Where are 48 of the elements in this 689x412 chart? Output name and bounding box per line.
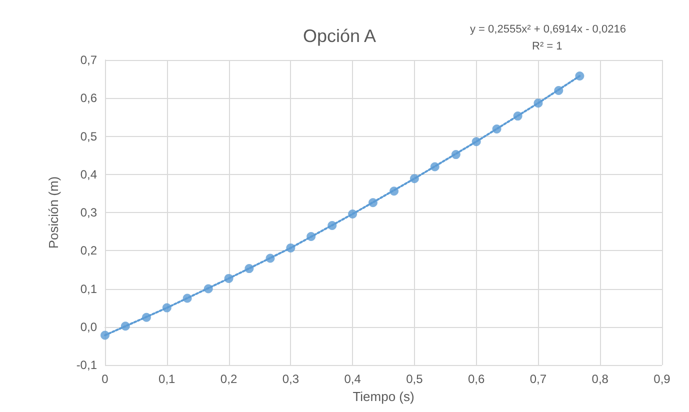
y-tick-label: 0,5 [80,129,98,144]
point [100,330,110,340]
x-tick-label: 0,3 [282,372,300,386]
point [244,264,254,274]
point [348,210,358,219]
x-tick-label: 0,6 [468,372,485,386]
y-tick-label: -0,1 [76,358,98,372]
chart-title: Opción A [303,26,376,46]
point [554,86,564,95]
point [328,220,337,230]
x-tick-label: 0,5 [406,372,424,386]
point [492,124,502,134]
point [451,150,460,160]
y-tick-label: 0,4 [80,167,98,182]
point [534,98,543,108]
y-tick-label: 0,7 [80,53,98,67]
y-axis-title: Posición (m) [46,176,61,249]
point [120,322,130,331]
x-tick-label: 0 [102,372,109,386]
point [162,303,172,312]
y-tick-label: 0,2 [80,244,98,258]
point [513,112,522,121]
point [204,284,213,294]
y-tick-label: 0,6 [80,91,98,106]
y-tick-label: 0,1 [80,282,98,296]
point [368,198,378,208]
point [142,312,151,322]
point [575,72,584,81]
point [266,254,275,263]
x-tick-label: 0,4 [344,372,362,386]
x-tick-label: 0,8 [592,372,609,386]
point [306,232,316,242]
y-tick-label: 0,3 [80,206,98,220]
text: R² = 1 [532,40,562,52]
x-tick-label: 0,7 [530,372,547,386]
point [472,137,481,146]
point [182,294,192,303]
point [390,186,399,196]
point [224,274,234,283]
x-tick-label: 0,2 [220,372,238,386]
x-axis-title: Tiempo (s) [352,388,414,404]
point [430,162,440,172]
point [410,174,419,184]
x-tick-label: 0,1 [158,372,176,386]
text: y = 0,2555x² + 0,6914x - 0,0216 [470,24,626,36]
x-tick-label: 0,9 [654,372,671,386]
y-tick-label: 0,0 [80,320,98,334]
point [286,243,296,252]
